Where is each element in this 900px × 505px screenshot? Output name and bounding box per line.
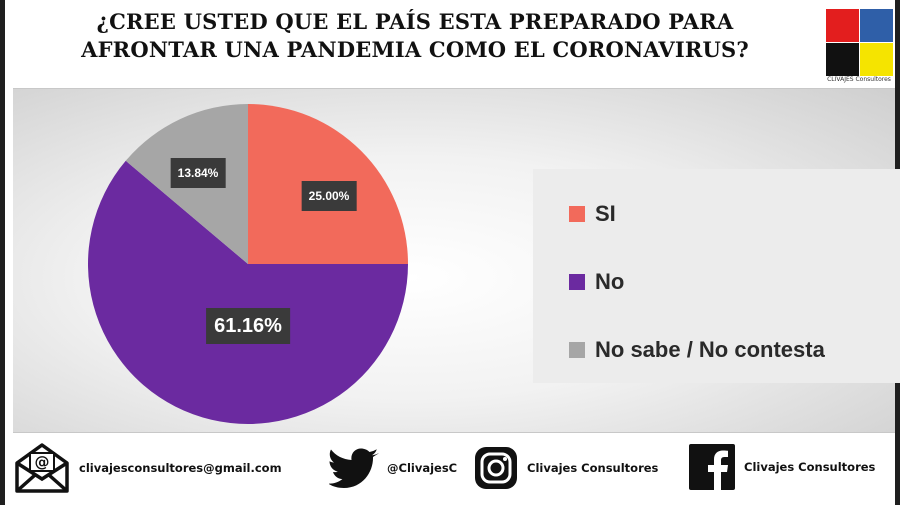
- pie-chart: 25.00% 61.16% 13.84%: [87, 104, 408, 425]
- twitter-icon: [329, 448, 379, 488]
- contact-footer: @ clivajesconsultores@gmail.com @Clivaje…: [5, 433, 895, 505]
- contact-instagram[interactable]: Clivajes Consultores: [473, 445, 658, 491]
- title-line-1: ¿CREE USTED QUE EL PAÍS ESTA PREPARADO P…: [96, 9, 734, 34]
- legend-item-si: SI: [569, 199, 616, 229]
- legend-label-no: No: [595, 269, 625, 294]
- facebook-name: Clivajes Consultores: [744, 460, 876, 474]
- legend-swatch-no: [569, 274, 585, 290]
- svg-text:@: @: [35, 453, 50, 471]
- chart-area: 25.00% 61.16% 13.84% SI No No sabe / No co…: [13, 88, 900, 433]
- logo-square-blue: [860, 9, 893, 42]
- legend-label-si: SI: [595, 201, 616, 226]
- legend-item-no-sabe: No sabe / No contesta: [569, 335, 825, 365]
- data-label-no-sabe: 13.84%: [170, 158, 226, 188]
- svg-text:61.16%: 61.16%: [214, 315, 282, 337]
- facebook-icon: [689, 444, 735, 490]
- data-label-si: 25.00%: [301, 181, 357, 211]
- legend-item-no: No: [569, 267, 624, 297]
- logo-caption: CLIVAJES Consultores: [827, 76, 891, 83]
- instagram-name: Clivajes Consultores: [527, 461, 659, 475]
- legend-swatch-no-sabe: [569, 342, 585, 358]
- pie-slice-no: [87, 160, 408, 425]
- legend-swatch-si: [569, 206, 585, 222]
- logo-square-black: [826, 43, 859, 76]
- svg-text:13.84%: 13.84%: [178, 166, 219, 180]
- contact-facebook[interactable]: Clivajes Consultores: [688, 443, 875, 491]
- chart-legend: SI No No sabe / No contesta: [533, 169, 900, 383]
- envelope-icon: @: [15, 443, 69, 493]
- instagram-icon: [475, 447, 517, 489]
- chart-title: ¿CREE USTED QUE EL PAÍS ESTA PREPARADO P…: [65, 8, 765, 64]
- title-line-2: AFRONTAR UNA PANDEMIA COMO EL CORONAVIRU…: [81, 37, 749, 62]
- legend-label-no-sabe: No sabe / No contesta: [595, 337, 825, 362]
- contact-twitter[interactable]: @ClivajesC: [329, 447, 457, 489]
- logo-square-yellow: [860, 43, 893, 76]
- data-label-no: 61.16%: [206, 308, 291, 344]
- svg-text:25.00%: 25.00%: [309, 189, 350, 203]
- twitter-handle: @ClivajesC: [387, 461, 458, 475]
- logo-square-red: [826, 9, 859, 42]
- email-text: clivajesconsultores@gmail.com: [79, 461, 282, 475]
- contact-email[interactable]: @ clivajesconsultores@gmail.com: [13, 441, 282, 495]
- slide-frame: ¿CREE USTED QUE EL PAÍS ESTA PREPARADO P…: [5, 0, 900, 505]
- clivajes-logo: CLIVAJES Consultores: [823, 6, 895, 88]
